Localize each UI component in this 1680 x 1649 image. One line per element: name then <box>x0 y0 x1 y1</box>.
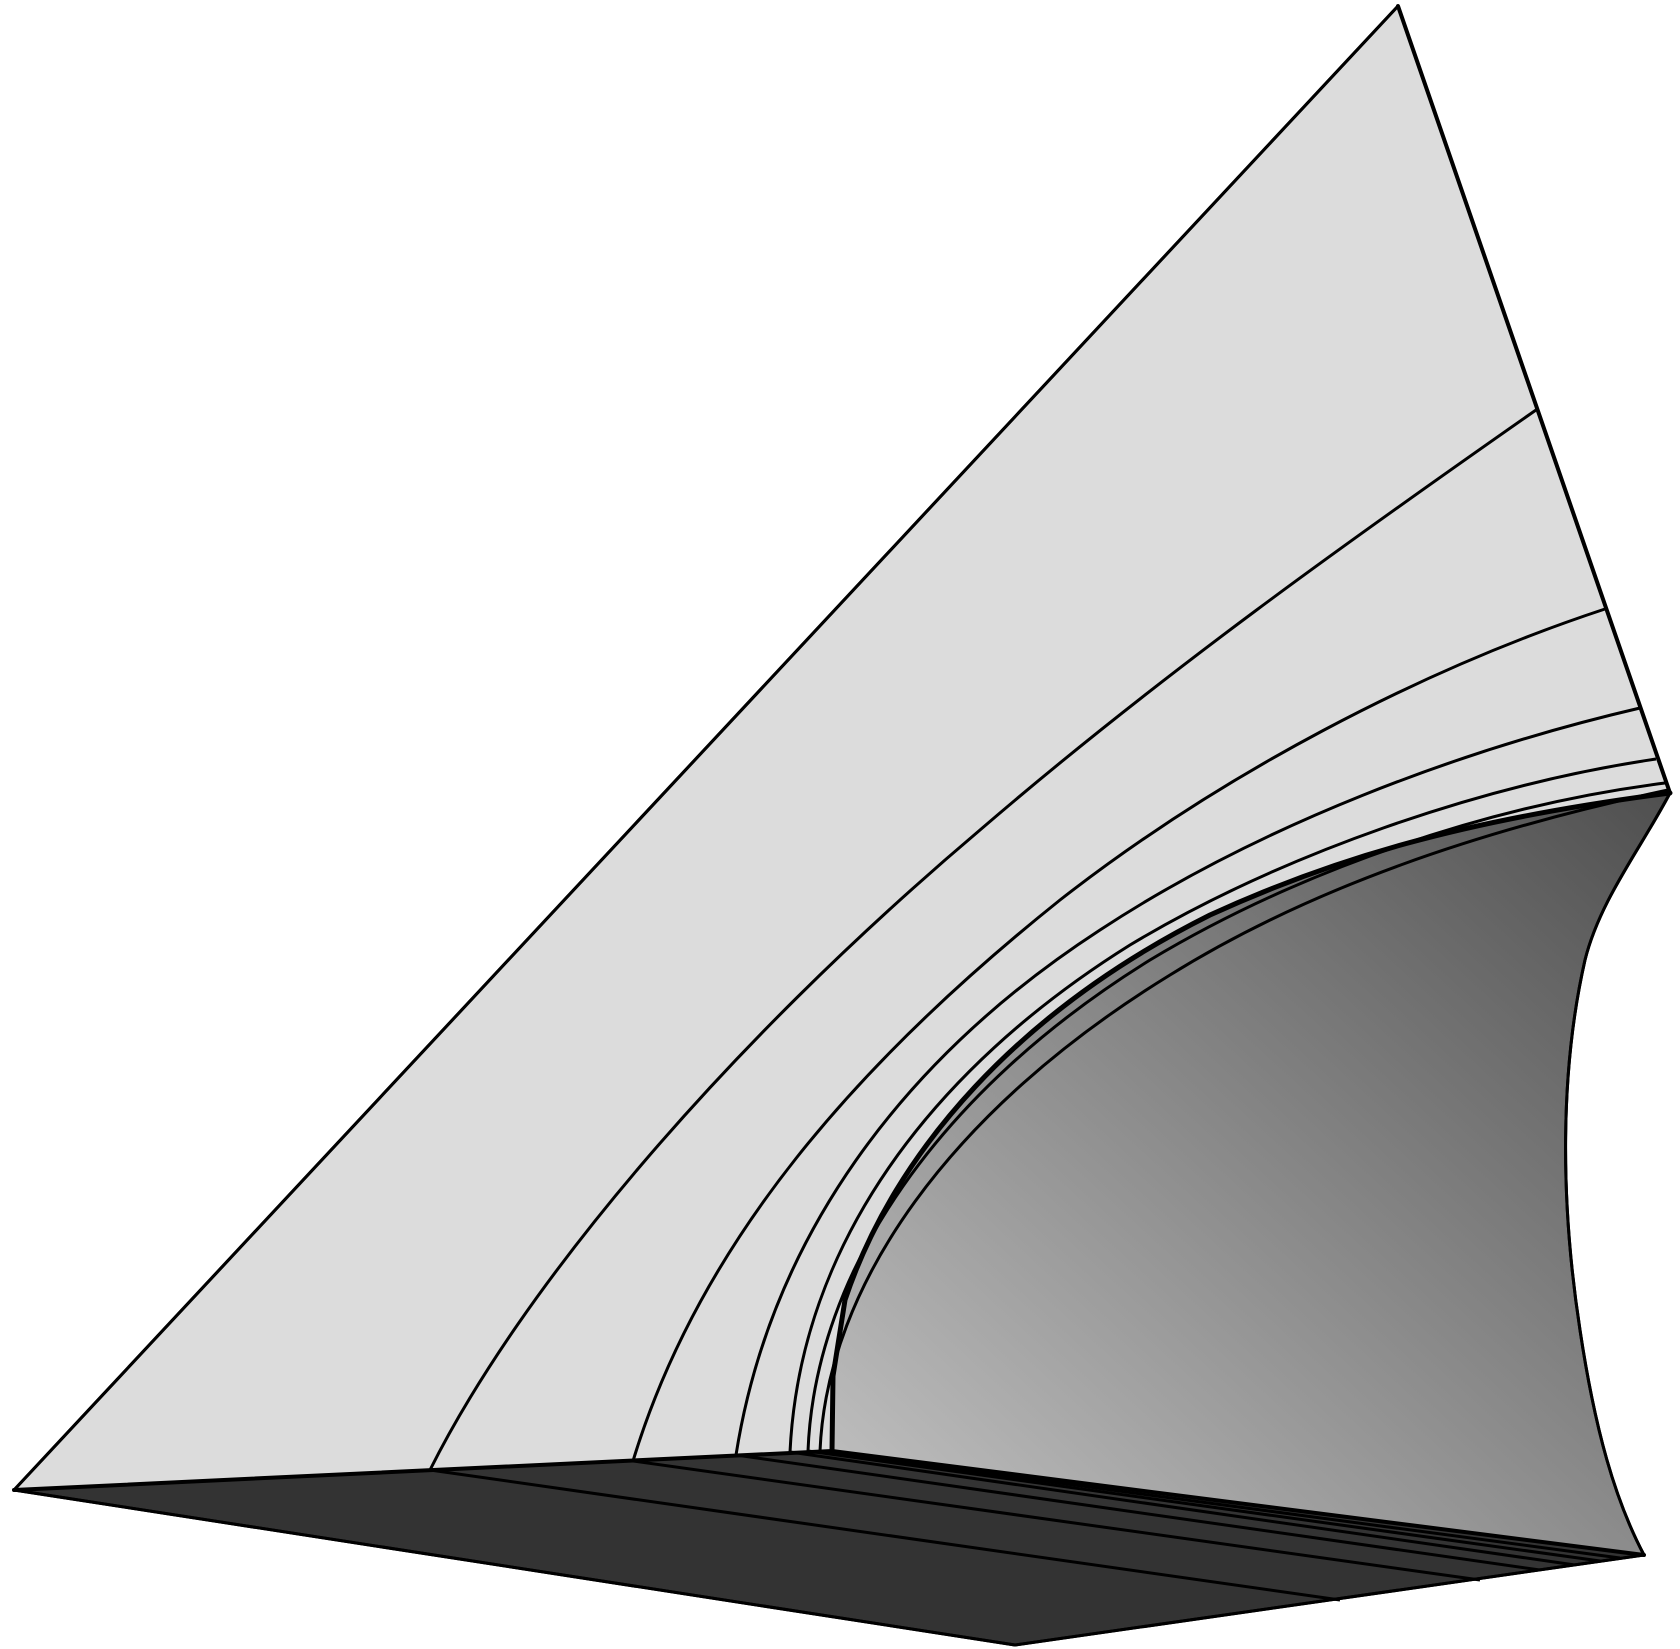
edge-bottom-right <box>1013 1553 1646 1647</box>
bottom-line-3 <box>735 1453 1541 1572</box>
bottom-line-5 <box>807 1449 1601 1563</box>
edge-base-front <box>12 1449 834 1492</box>
edge-left <box>12 4 1400 1492</box>
edge-inner-curve <box>829 790 1673 1454</box>
edge-right-curve <box>1564 791 1672 1557</box>
bottom-layer-lines <box>429 1449 1621 1602</box>
edge-right <box>1396 4 1672 795</box>
layer-curve-2 <box>631 607 1606 1462</box>
bottom-line-4 <box>789 1450 1576 1567</box>
edge-base-bottom <box>12 1488 1017 1647</box>
bottom-line-1 <box>429 1468 1341 1602</box>
layer-curves <box>428 408 1669 1471</box>
bottom-line-2 <box>632 1459 1481 1582</box>
edge-inner-base <box>830 1449 1646 1557</box>
layer-curve-5 <box>806 781 1666 1452</box>
layer-curve-6 <box>818 788 1669 1452</box>
layer-curve-1 <box>428 408 1537 1471</box>
layer-curve-4 <box>788 757 1657 1453</box>
bottom-line-6 <box>819 1449 1621 1560</box>
layer-curve-3 <box>734 706 1641 1456</box>
outline-edges <box>12 4 1673 1647</box>
